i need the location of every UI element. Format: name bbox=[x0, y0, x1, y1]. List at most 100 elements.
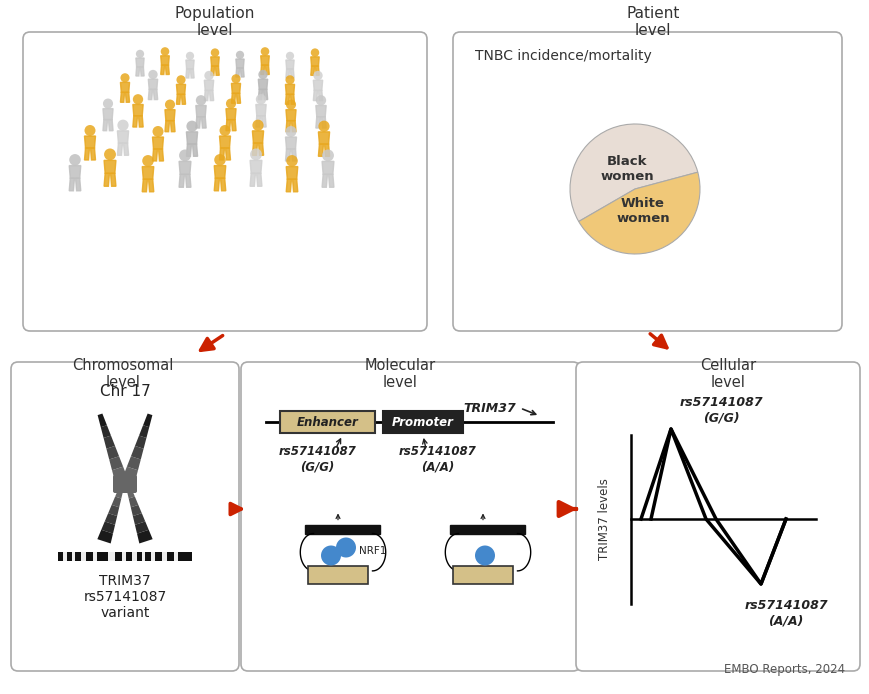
Polygon shape bbox=[109, 456, 123, 471]
Polygon shape bbox=[290, 69, 294, 78]
Polygon shape bbox=[219, 148, 224, 160]
Polygon shape bbox=[286, 110, 295, 121]
Polygon shape bbox=[165, 65, 169, 74]
Polygon shape bbox=[256, 174, 262, 186]
Polygon shape bbox=[285, 149, 290, 161]
Circle shape bbox=[186, 121, 197, 132]
Polygon shape bbox=[192, 144, 197, 156]
Polygon shape bbox=[249, 174, 255, 186]
Text: Molecular
level: Molecular level bbox=[364, 358, 435, 391]
Polygon shape bbox=[179, 174, 184, 187]
Bar bbox=[305, 525, 380, 534]
Polygon shape bbox=[161, 56, 169, 65]
Text: EMBO Reports, 2024: EMBO Reports, 2024 bbox=[723, 663, 844, 676]
Polygon shape bbox=[261, 56, 269, 65]
Polygon shape bbox=[315, 66, 319, 76]
Polygon shape bbox=[286, 69, 289, 78]
Polygon shape bbox=[185, 174, 190, 187]
Polygon shape bbox=[103, 109, 113, 119]
Circle shape bbox=[120, 74, 129, 83]
Circle shape bbox=[196, 95, 206, 105]
Polygon shape bbox=[263, 90, 268, 100]
Polygon shape bbox=[315, 105, 326, 117]
Polygon shape bbox=[291, 149, 296, 161]
Circle shape bbox=[152, 126, 163, 137]
Wedge shape bbox=[578, 172, 700, 254]
Bar bbox=[81, 552, 86, 561]
Bar bbox=[93, 552, 96, 561]
Polygon shape bbox=[90, 148, 96, 160]
Bar bbox=[72, 552, 75, 561]
Polygon shape bbox=[318, 144, 323, 156]
Polygon shape bbox=[226, 119, 230, 130]
Polygon shape bbox=[202, 117, 206, 128]
Polygon shape bbox=[225, 148, 230, 160]
Bar bbox=[280, 411, 375, 433]
Polygon shape bbox=[76, 178, 81, 191]
Circle shape bbox=[310, 49, 319, 57]
Text: Population
level: Population level bbox=[175, 6, 255, 38]
Polygon shape bbox=[322, 174, 327, 187]
Circle shape bbox=[286, 52, 294, 60]
Circle shape bbox=[286, 99, 295, 110]
Polygon shape bbox=[136, 67, 139, 76]
Circle shape bbox=[313, 71, 322, 81]
Polygon shape bbox=[112, 466, 127, 481]
Circle shape bbox=[335, 537, 355, 557]
Polygon shape bbox=[139, 425, 149, 438]
Polygon shape bbox=[216, 66, 219, 76]
Polygon shape bbox=[125, 92, 129, 102]
Polygon shape bbox=[291, 121, 295, 132]
Bar bbox=[382, 411, 462, 433]
Polygon shape bbox=[106, 446, 119, 459]
Circle shape bbox=[286, 155, 297, 167]
Circle shape bbox=[318, 121, 329, 132]
Polygon shape bbox=[255, 105, 266, 116]
Polygon shape bbox=[210, 66, 215, 76]
Polygon shape bbox=[226, 109, 235, 119]
Polygon shape bbox=[140, 67, 144, 76]
Polygon shape bbox=[322, 162, 334, 174]
Polygon shape bbox=[204, 81, 214, 90]
Polygon shape bbox=[286, 121, 290, 132]
Bar bbox=[58, 552, 192, 561]
Polygon shape bbox=[133, 513, 145, 525]
Polygon shape bbox=[262, 116, 266, 127]
Circle shape bbox=[70, 154, 81, 166]
Circle shape bbox=[235, 51, 244, 59]
Polygon shape bbox=[110, 174, 116, 186]
Bar bbox=[142, 552, 145, 561]
Polygon shape bbox=[196, 117, 200, 128]
Polygon shape bbox=[235, 68, 239, 77]
FancyBboxPatch shape bbox=[23, 32, 427, 331]
Polygon shape bbox=[315, 117, 320, 128]
Polygon shape bbox=[231, 83, 241, 93]
Polygon shape bbox=[149, 179, 154, 192]
Circle shape bbox=[210, 49, 219, 57]
Polygon shape bbox=[111, 496, 121, 507]
Polygon shape bbox=[109, 119, 113, 130]
Polygon shape bbox=[196, 105, 206, 117]
Polygon shape bbox=[143, 414, 152, 428]
Bar bbox=[450, 525, 525, 534]
Polygon shape bbox=[103, 119, 108, 130]
Polygon shape bbox=[70, 178, 75, 191]
Text: Black
women: Black women bbox=[600, 155, 653, 183]
Text: White
women: White women bbox=[615, 197, 669, 225]
Circle shape bbox=[226, 99, 235, 109]
FancyBboxPatch shape bbox=[241, 362, 580, 671]
Polygon shape bbox=[258, 79, 268, 90]
Polygon shape bbox=[285, 94, 289, 104]
FancyBboxPatch shape bbox=[113, 475, 136, 493]
Wedge shape bbox=[569, 124, 697, 221]
Polygon shape bbox=[70, 166, 81, 178]
Polygon shape bbox=[104, 174, 109, 186]
Polygon shape bbox=[313, 90, 317, 101]
Text: Chr 17: Chr 17 bbox=[100, 384, 150, 399]
Circle shape bbox=[142, 155, 154, 167]
Text: TRIM37: TRIM37 bbox=[462, 402, 515, 414]
Bar bbox=[122, 552, 126, 561]
Polygon shape bbox=[120, 83, 129, 92]
Polygon shape bbox=[138, 116, 143, 127]
Polygon shape bbox=[153, 90, 157, 100]
